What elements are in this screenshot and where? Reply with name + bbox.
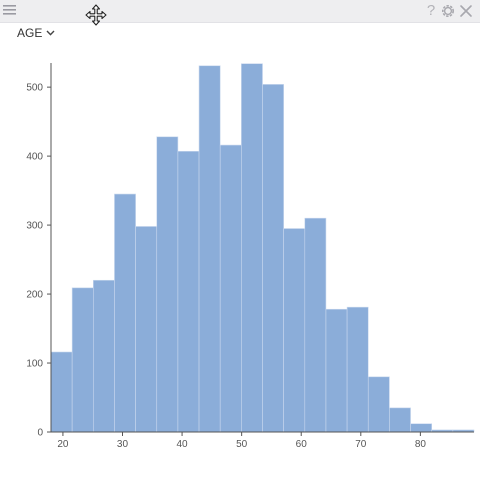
histogram-bar-1 [71, 287, 94, 433]
move-arrows-icon[interactable] [85, 4, 107, 26]
y-tick-label-200: 200 [26, 290, 43, 301]
histogram-bar-6 [177, 150, 200, 433]
histogram-bar-2 [93, 279, 115, 433]
hamburger-menu-icon[interactable] [2, 2, 18, 18]
histogram-bar-0 [50, 351, 73, 433]
histogram-bar-11 [283, 228, 306, 433]
histogram-bar-9 [241, 63, 263, 433]
x-tick-label-40: 40 [177, 439, 189, 450]
field-selector-value: AGE [17, 26, 43, 40]
x-tick-label-50: 50 [236, 439, 248, 450]
field-selector-dropdown[interactable]: AGE [17, 25, 55, 41]
histogram-bar-8 [219, 144, 242, 433]
y-tick-label-100: 100 [26, 359, 43, 370]
help-button[interactable]: ? [426, 2, 436, 19]
histogram-bar-10 [262, 84, 284, 433]
close-icon[interactable] [458, 3, 474, 19]
y-tick-label-500: 500 [26, 83, 43, 94]
histogram-bar-14 [346, 306, 369, 433]
x-tick-label-60: 60 [296, 439, 308, 450]
y-tick-label-300: 300 [26, 221, 43, 232]
histogram-bar-7 [198, 65, 221, 433]
x-tick-label-30: 30 [117, 439, 129, 450]
histogram-bar-12 [304, 217, 327, 433]
x-tick-label-70: 70 [355, 439, 367, 450]
y-tick-label-0: 0 [37, 428, 43, 439]
histogram-bar-4 [135, 226, 158, 433]
histogram-bar-15 [367, 376, 390, 433]
x-tick-label-20: 20 [57, 439, 69, 450]
chevron-down-icon [46, 30, 55, 36]
histogram-bar-17 [410, 423, 432, 433]
histogram-bar-16 [389, 407, 411, 433]
widget-title-bar: ? [0, 0, 480, 26]
histogram-bar-5 [156, 136, 179, 433]
histogram-bar-13 [325, 308, 348, 433]
gear-icon[interactable] [440, 3, 456, 19]
histogram-bar-3 [114, 193, 136, 433]
y-tick-label-400: 400 [26, 152, 43, 163]
x-tick-label-80: 80 [415, 439, 427, 450]
